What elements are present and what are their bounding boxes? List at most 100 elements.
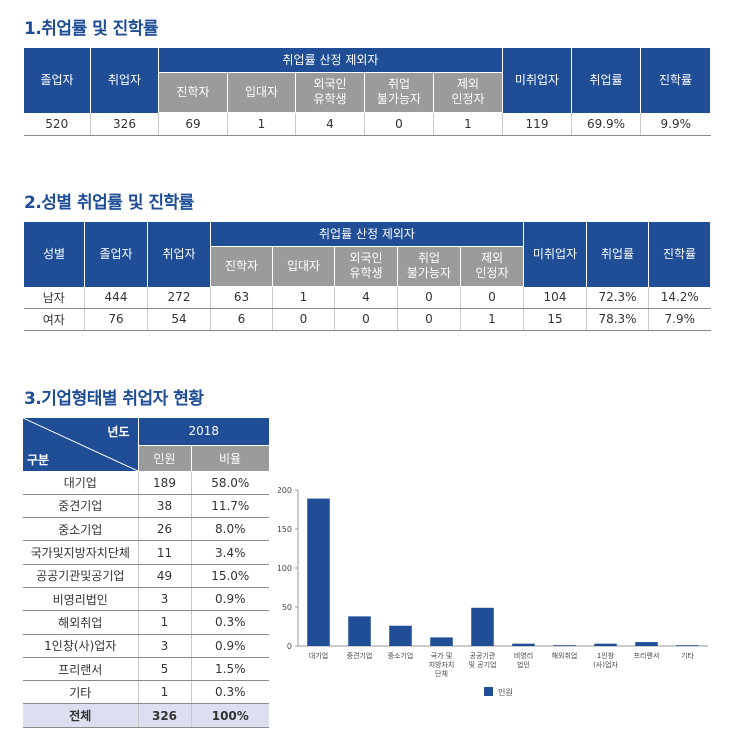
header-employment-rate: 취업률 (586, 222, 649, 286)
cell-study-rate: 7.9% (648, 308, 711, 331)
header-employment-rate: 취업률 (571, 48, 641, 112)
cell-category: 비영리법인 (23, 587, 139, 612)
bar (471, 607, 494, 646)
cell-ratio: 0.3% (191, 610, 270, 635)
cell-military: 0 (272, 308, 335, 331)
cell-count: 3 (138, 587, 192, 612)
bar (553, 645, 576, 647)
cell-category: 국가및지방자치단체 (23, 540, 139, 565)
diagonal-line (23, 418, 138, 471)
y-tick-label: 150 (278, 525, 292, 534)
header-ratio: 비율 (190, 444, 270, 472)
cell-category: 1인창(사)업자 (23, 634, 139, 658)
table-row: 비영리법인 3 0.9% (23, 587, 270, 612)
header-foreign-student: 외국인 유학생 (334, 245, 398, 287)
header-unable: 취업 불가능자 (397, 245, 461, 287)
cell-employed: 326 (90, 111, 159, 136)
total-count: 326 (138, 703, 192, 728)
table-row: 남자 444 272 63 1 4 0 0 104 72.3% 14.2% (23, 285, 711, 309)
header-foreign-student: 외국인 유학생 (295, 71, 365, 113)
cell-count: 1 (138, 680, 192, 705)
table-row: 공공기관및공기업 49 15.0% (23, 564, 270, 588)
cell-count: 38 (138, 494, 192, 519)
category-header-label: 구분 (27, 453, 50, 467)
cell-count: 11 (138, 540, 192, 565)
table-row: 1인창(사)업자 3 0.9% (23, 634, 270, 658)
cell-employment-rate: 72.3% (586, 285, 649, 309)
company-type-bar-chart: 0 50 100 150 200 대기업 중견기업 중소기업 국가 및 지방자치 단체 공공기관 및 공… (278, 486, 708, 697)
cell-exempt: 1 (433, 111, 503, 136)
cell-category: 대기업 (23, 471, 139, 495)
employment-rate-table: 졸업자 취업자 취업률 산정 제외자 미취업자 취업률 진학률 진학자 입대자 … (23, 48, 711, 136)
table-row: 국가및지방자치단체 11 3.4% (23, 540, 270, 565)
cell-ratio: 3.4% (191, 540, 270, 565)
header-graduates: 졸업자 (84, 222, 148, 286)
y-tick-label: 100 (278, 564, 292, 573)
header-excluded: 취업률 산정 제외자 (210, 222, 524, 246)
cell-further-study: 6 (210, 308, 273, 331)
x-tick-label: 해외취업 (552, 651, 578, 660)
legend-swatch (484, 687, 493, 696)
bar (594, 643, 617, 646)
header-military: 입대자 (227, 71, 296, 113)
table-row: 520 326 69 1 4 0 1 119 69.9% 9.9% (23, 111, 711, 136)
bar (389, 625, 412, 646)
header-unemployed: 미취업자 (523, 222, 587, 286)
cell-unemployed: 15 (523, 308, 587, 331)
y-tick-label: 50 (282, 603, 292, 612)
header-unable: 취업 불가능자 (364, 71, 434, 113)
x-tick-label: 비영리 법인 (514, 651, 533, 669)
table-row: 프리랜서 5 1.5% (23, 657, 270, 682)
table-row: 중소기업 26 8.0% (23, 517, 270, 542)
cell-ratio: 1.5% (191, 657, 270, 682)
cell-category: 중소기업 (23, 517, 139, 542)
x-tick-label: 1인창 (사)업자 (593, 651, 618, 669)
cell-study-rate: 14.2% (648, 285, 711, 309)
bar (348, 616, 371, 646)
header-unemployed: 미취업자 (502, 48, 572, 112)
cell-graduates: 444 (84, 285, 148, 309)
cell-ratio: 0.9% (191, 634, 270, 658)
total-row: 전체 326 100% (23, 703, 270, 728)
cell-graduates: 76 (84, 308, 148, 331)
cell-employed: 272 (147, 285, 211, 309)
gender-employment-table: 성별 졸업자 취업자 취업률 산정 제외자 미취업자 취업률 진학률 진학자 입… (23, 222, 711, 331)
cell-category: 중견기업 (23, 494, 139, 519)
section2-title: 2.성별 취업률 및 진학률 (24, 193, 194, 213)
total-ratio: 100% (191, 703, 270, 728)
x-tick-label: 국가 및 지방자치 단체 (429, 651, 455, 678)
cell-ratio: 15.0% (191, 564, 270, 588)
cell-foreign-student: 4 (334, 285, 398, 309)
section1-title: 1.취업률 및 진학률 (24, 19, 159, 39)
header-exempt: 제외 인정자 (460, 245, 524, 287)
cell-exempt: 1 (460, 308, 524, 331)
bar (676, 645, 699, 647)
cell-category: 프리랜서 (23, 657, 139, 682)
cell-foreign-student: 4 (295, 111, 365, 136)
cell-unable: 0 (397, 285, 461, 309)
section3-title: 3.기업형태별 취업자 현황 (24, 389, 204, 409)
cell-count: 49 (138, 564, 192, 588)
cell-count: 5 (138, 657, 192, 682)
table-row: 여자 76 54 6 0 0 0 1 15 78.3% 7.9% (23, 308, 711, 331)
cell-ratio: 8.0% (191, 517, 270, 542)
header-further-study: 진학자 (210, 245, 273, 287)
x-tick-label: 대기업 (309, 651, 328, 660)
cell-ratio: 58.0% (191, 471, 270, 495)
bar (307, 498, 330, 646)
cell-unable: 0 (364, 111, 434, 136)
header-excluded: 취업률 산정 제외자 (158, 48, 503, 72)
cell-gender: 남자 (23, 285, 85, 309)
cell-further-study: 63 (210, 285, 273, 309)
cell-study-rate: 9.9% (640, 111, 711, 136)
header-employed: 취업자 (90, 48, 159, 112)
cell-ratio: 11.7% (191, 494, 270, 519)
table-row: 중견기업 38 11.7% (23, 494, 270, 519)
x-tick-label: 공공기관 및 공기업 (469, 651, 497, 669)
header-count: 인원 (137, 444, 192, 472)
header-gender: 성별 (23, 222, 85, 286)
cell-count: 1 (138, 610, 192, 635)
x-tick-label: 중견기업 (347, 651, 373, 660)
year-header-label: 년도 (107, 425, 130, 439)
cell-count: 189 (138, 471, 192, 495)
